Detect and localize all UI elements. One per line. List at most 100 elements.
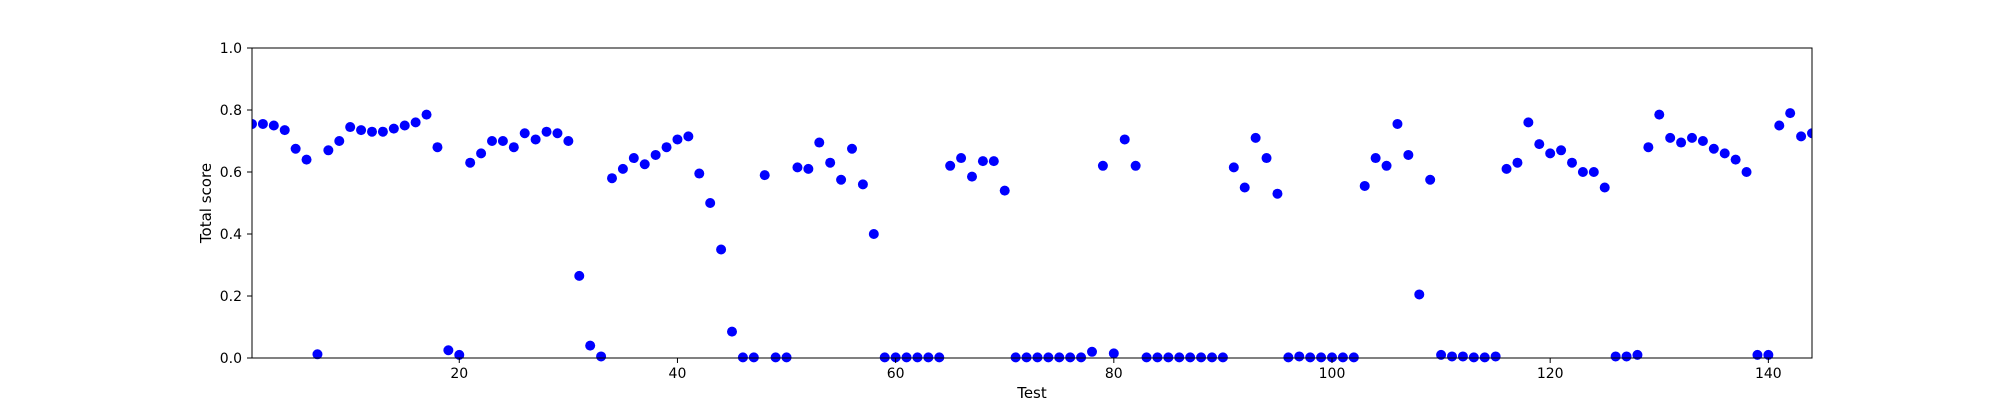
data-point	[1043, 352, 1054, 363]
data-point	[1032, 352, 1043, 363]
data-point	[454, 349, 465, 360]
data-point	[934, 352, 945, 363]
data-point	[399, 120, 410, 131]
x-axis-ticks: 20 40 60 80 100 120 140	[450, 358, 1782, 382]
data-point	[290, 143, 301, 154]
data-point	[1381, 160, 1392, 171]
data-point	[585, 340, 596, 351]
y-tick-label: 1.0	[220, 41, 242, 57]
data-point	[1305, 352, 1316, 363]
data-point	[1097, 160, 1108, 171]
data-point	[432, 142, 443, 153]
data-point	[1272, 188, 1283, 199]
data-point	[1359, 180, 1370, 191]
data-point	[1447, 351, 1457, 362]
data-point	[1316, 352, 1327, 363]
y-axis-ticks: 0.0 0.2 0.4 0.6 0.8 1.0	[220, 41, 252, 367]
x-axis-label: Test	[1016, 384, 1047, 400]
data-point	[748, 352, 759, 363]
data-point	[421, 109, 432, 120]
data-point	[868, 229, 879, 239]
data-point	[279, 125, 290, 136]
data-point	[1414, 289, 1425, 300]
x-tick-label: 60	[887, 366, 905, 382]
data-point	[1108, 348, 1119, 359]
data-point	[1588, 167, 1599, 177]
data-point	[694, 168, 705, 179]
data-point	[1599, 182, 1610, 193]
data-point	[1697, 136, 1708, 146]
data-point	[661, 142, 672, 153]
data-point	[1217, 352, 1228, 363]
data-point	[1774, 120, 1785, 131]
data-points	[252, 108, 1812, 363]
data-point	[1785, 108, 1796, 119]
y-tick-label: 0.4	[220, 227, 242, 243]
data-point	[1130, 160, 1141, 171]
data-point	[1468, 352, 1479, 363]
data-point	[476, 148, 487, 159]
data-point	[770, 352, 781, 363]
data-point	[1087, 346, 1097, 357]
data-point	[759, 170, 770, 181]
data-point	[574, 270, 585, 281]
data-point	[737, 352, 748, 363]
data-point	[1327, 352, 1337, 363]
y-tick-label: 0.0	[220, 351, 242, 367]
x-tick-label: 20	[450, 366, 468, 382]
data-point	[487, 136, 497, 146]
data-point	[1763, 349, 1774, 360]
data-point	[617, 163, 628, 174]
data-point	[781, 352, 792, 363]
data-point	[257, 118, 268, 129]
data-point	[628, 153, 639, 164]
data-point	[1174, 352, 1185, 363]
data-point	[847, 143, 857, 154]
axes-frame	[251, 47, 1813, 359]
data-point	[1283, 352, 1294, 363]
data-point	[1665, 132, 1676, 143]
data-point	[890, 352, 901, 363]
data-point	[792, 162, 803, 173]
data-point	[1076, 352, 1087, 363]
data-point	[388, 123, 399, 134]
x-tick-label: 140	[1755, 366, 1782, 382]
data-point	[1250, 132, 1261, 143]
data-point	[1348, 352, 1359, 363]
data-point	[334, 136, 345, 146]
data-point	[1632, 349, 1643, 360]
x-tick-label: 80	[1105, 366, 1123, 382]
data-point	[1752, 349, 1763, 360]
data-point	[1021, 352, 1032, 363]
data-point	[814, 137, 825, 148]
data-point	[252, 118, 257, 129]
data-point	[825, 157, 836, 168]
data-point	[530, 134, 541, 145]
data-point	[967, 171, 977, 182]
y-tick-label: 0.6	[220, 165, 242, 181]
data-point	[879, 352, 890, 363]
data-point	[596, 351, 607, 362]
data-point	[541, 126, 552, 137]
y-axis-label: Total score	[197, 163, 215, 244]
data-point	[1457, 351, 1468, 362]
data-point	[1556, 145, 1567, 156]
data-point	[1807, 128, 1812, 139]
data-point	[672, 134, 683, 145]
data-point	[1512, 157, 1523, 168]
data-point	[1239, 182, 1250, 193]
data-point	[1141, 352, 1152, 363]
data-point	[1708, 143, 1719, 154]
data-point	[1370, 153, 1381, 164]
data-point	[552, 128, 563, 139]
data-point	[410, 117, 421, 128]
data-point	[497, 136, 508, 146]
data-point	[1719, 148, 1730, 159]
data-point	[1119, 134, 1130, 145]
data-point	[1621, 351, 1632, 362]
data-point	[999, 185, 1010, 196]
data-point	[1425, 174, 1436, 185]
data-point	[1010, 352, 1021, 363]
data-point	[1610, 351, 1621, 362]
